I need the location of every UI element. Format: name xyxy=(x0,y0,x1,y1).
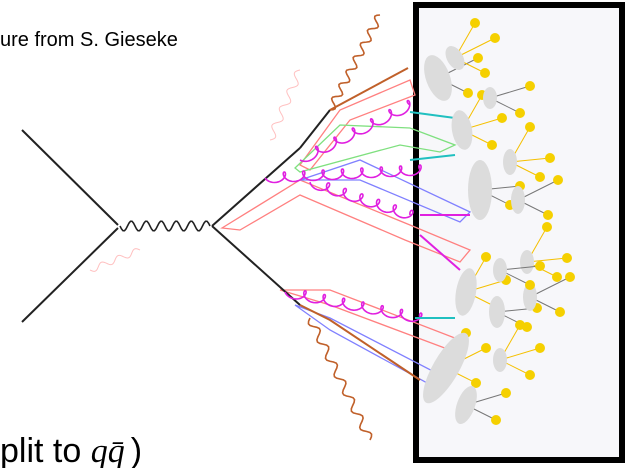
gluon xyxy=(310,182,413,218)
hadron xyxy=(535,261,545,271)
gluon xyxy=(285,291,422,321)
hadron xyxy=(480,68,490,78)
hadron xyxy=(552,272,562,282)
fermion xyxy=(212,226,300,305)
gluon xyxy=(300,101,410,162)
hadron xyxy=(545,153,555,163)
wavy-line xyxy=(90,249,140,272)
fermion xyxy=(22,228,118,322)
wavy-line xyxy=(270,70,300,140)
hadron xyxy=(515,320,525,330)
cluster-blob xyxy=(511,186,525,214)
fermion xyxy=(212,148,300,226)
fermion xyxy=(22,130,118,225)
wavy-line xyxy=(308,318,371,440)
caption-top: ure from S. Gieseke xyxy=(0,29,178,51)
hadron xyxy=(543,210,553,220)
hadron xyxy=(555,307,565,317)
hadron xyxy=(525,280,535,290)
cluster-blob xyxy=(493,258,507,282)
hadron xyxy=(515,108,525,118)
page: {"caption": {"top": "ure from S. Gieseke… xyxy=(0,0,628,468)
hadron xyxy=(497,113,507,123)
hadron xyxy=(535,172,545,182)
cluster-blob xyxy=(503,149,517,175)
hadron xyxy=(525,122,535,132)
caption-math: qq̄ xyxy=(91,433,125,468)
hadron xyxy=(463,88,473,98)
hadron xyxy=(491,415,501,425)
hadron xyxy=(481,343,491,353)
hadron xyxy=(501,388,511,398)
caption-end: ) xyxy=(131,432,142,468)
hadron xyxy=(470,18,480,28)
caption-text: plit to xyxy=(0,432,91,468)
hadron xyxy=(542,222,552,232)
hadron xyxy=(481,252,491,262)
hadron xyxy=(525,81,535,91)
hadron xyxy=(565,272,575,282)
hadron xyxy=(487,140,497,150)
cluster-blob xyxy=(493,348,507,372)
hadron xyxy=(562,253,572,263)
cluster-blob xyxy=(468,160,492,220)
wavy-line xyxy=(120,221,210,231)
caption-bottom: plit to qq̄) xyxy=(0,432,142,468)
hadron xyxy=(525,370,535,380)
figure: ure from S. Gieseke plit to qq̄) xyxy=(0,0,628,468)
hadron xyxy=(473,53,483,63)
quark-line xyxy=(330,68,408,110)
hadron xyxy=(490,33,500,43)
cluster-blob xyxy=(483,87,497,109)
cluster-blob xyxy=(520,250,534,274)
hadron xyxy=(553,175,563,185)
cluster-blob xyxy=(489,296,505,328)
hadron xyxy=(535,343,545,353)
